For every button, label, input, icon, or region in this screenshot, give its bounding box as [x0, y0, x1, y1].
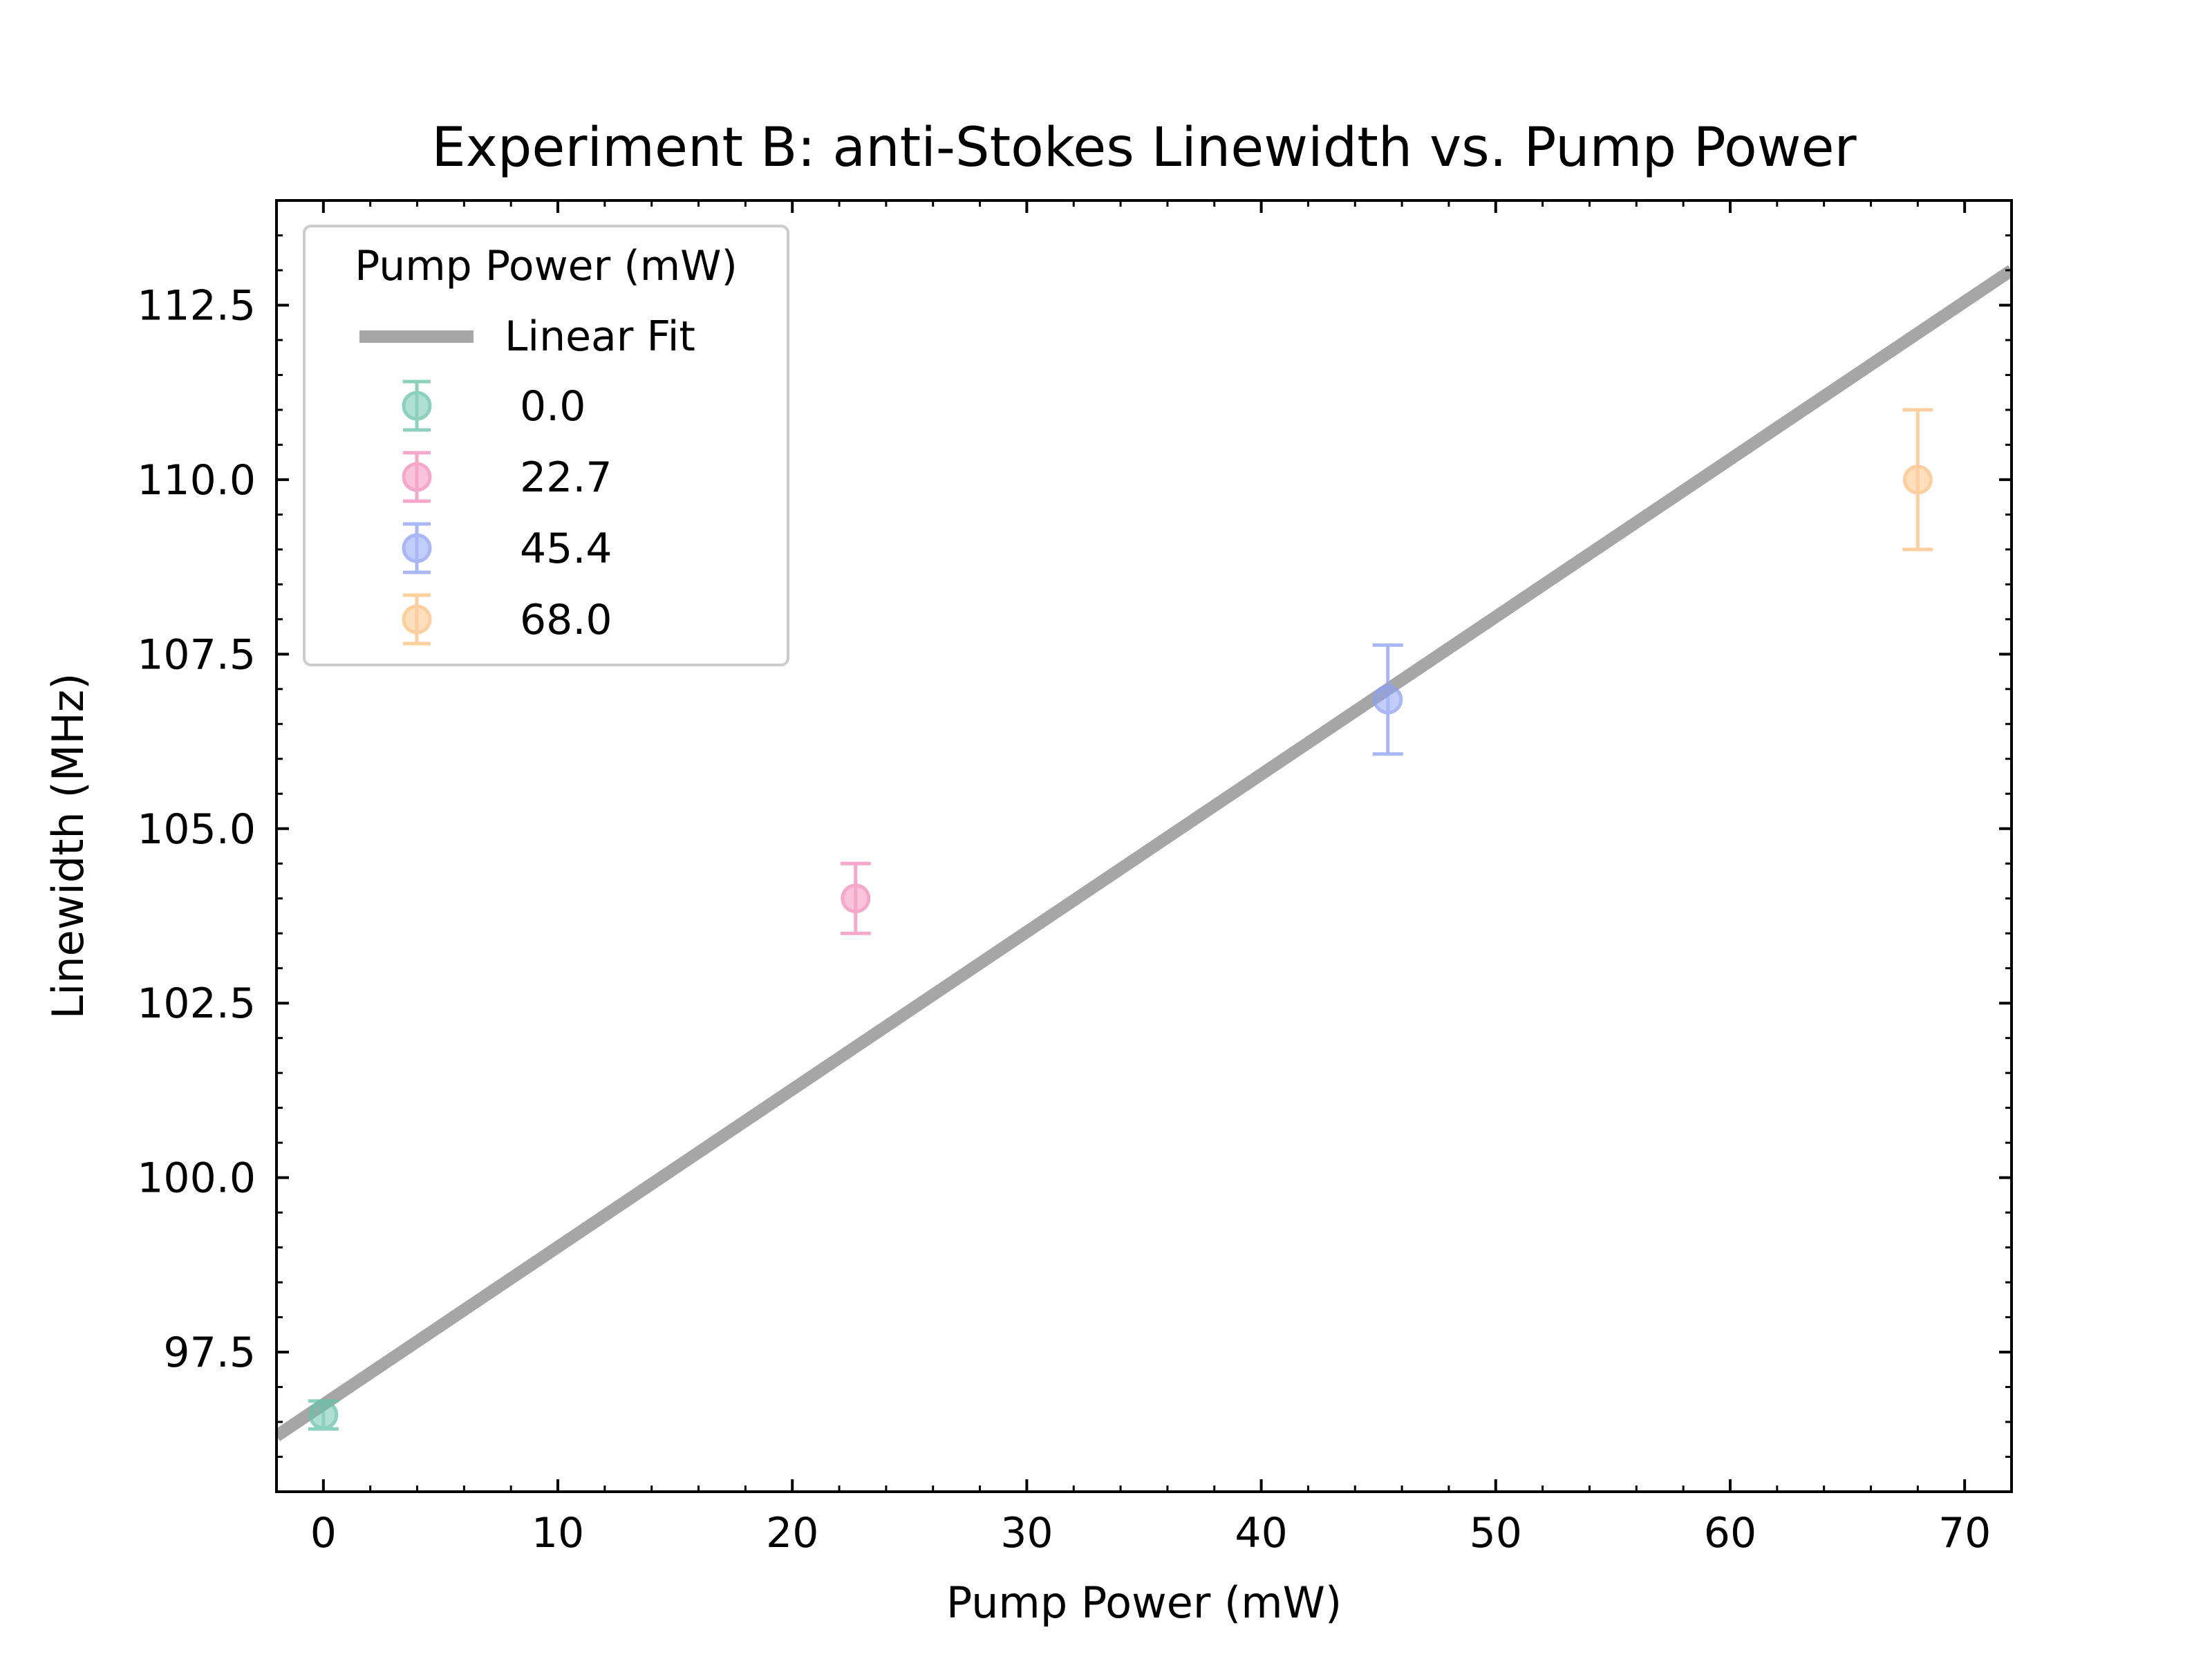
y-tick-label: 97.5 [163, 1329, 256, 1377]
legend-entries: 0.0 22.7 45.4 68.0 [402, 379, 612, 646]
data-point-group [1372, 643, 1403, 756]
points-layer [308, 408, 1933, 1431]
legend-fit-label: Linear Fit [505, 312, 695, 361]
y-tick-label: 107.5 [137, 630, 256, 679]
y-tick-label: 110.0 [137, 456, 256, 505]
x-axis: 0 10 20 30 40 50 60 70 [310, 200, 2013, 1557]
y-axis: 97.5 100.0 102.5 105.0 107.5 110.0 112.5 [137, 199, 2012, 1459]
fit-line [276, 265, 2012, 1441]
data-point [841, 883, 871, 914]
legend-label: 0.0 [520, 382, 585, 431]
data-point-group [308, 1399, 339, 1431]
x-tick-label: 20 [766, 1509, 818, 1557]
chart-title: Experiment B: anti-Stokes Linewidth vs. … [431, 117, 1857, 179]
x-tick-label: 70 [1938, 1509, 1991, 1557]
legend-entry [402, 522, 432, 574]
fit-layer [276, 265, 2012, 1441]
data-point-group [840, 861, 871, 935]
legend-entry [402, 379, 432, 432]
x-axis-title: Pump Power (mW) [946, 1577, 1342, 1628]
legend-marker [402, 391, 432, 421]
legend-entry [402, 451, 432, 503]
x-tick-label: 50 [1470, 1509, 1522, 1557]
x-tick-label: 40 [1235, 1509, 1287, 1557]
legend-marker [402, 604, 432, 635]
legend-label: 45.4 [520, 525, 612, 573]
data-point [1902, 465, 1933, 495]
legend: Pump Power (mW) Linear Fit 0.0 22.7 45.4 68… [303, 225, 789, 666]
legend-entry [402, 593, 432, 646]
plot-frame [275, 199, 2013, 1493]
x-tick-label: 10 [532, 1509, 584, 1557]
y-tick-label: 100.0 [137, 1154, 256, 1203]
legend-title: Pump Power (mW) [355, 242, 738, 290]
y-axis-title: Linewidth (MHz) [43, 673, 93, 1020]
x-tick-label: 30 [1000, 1509, 1053, 1557]
y-tick-label: 105.0 [137, 805, 256, 854]
legend-marker [402, 533, 432, 563]
y-tick-label: 102.5 [137, 980, 256, 1028]
data-point-group [1902, 408, 1933, 552]
legend-label: 68.0 [520, 596, 612, 644]
y-tick-label: 112.5 [137, 281, 256, 330]
data-point [1373, 684, 1403, 715]
legend-marker [402, 462, 432, 492]
legend-label: 22.7 [520, 453, 612, 502]
x-tick-label: 0 [310, 1509, 337, 1557]
x-tick-label: 60 [1704, 1509, 1756, 1557]
data-point [308, 1400, 339, 1430]
